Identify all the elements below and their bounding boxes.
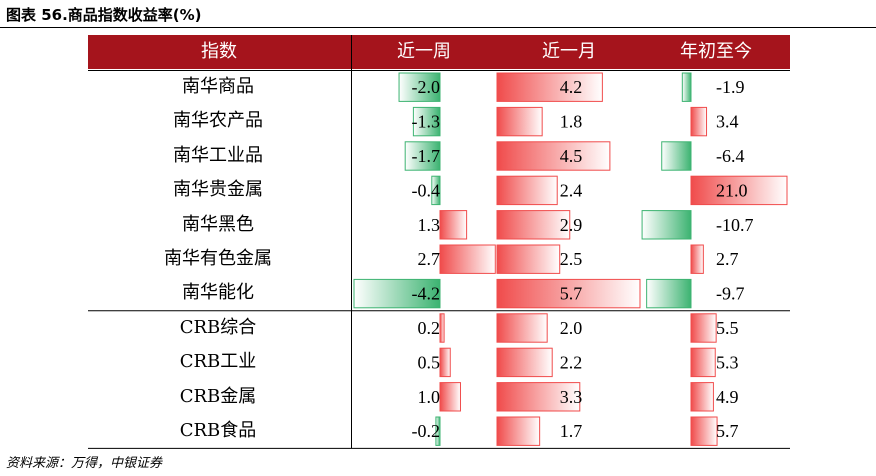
month-bar xyxy=(496,141,611,171)
ytd-value: -1.9 xyxy=(716,77,745,97)
ytd-value: 3.4 xyxy=(716,112,739,132)
week-value: -0.4 xyxy=(412,180,441,200)
week-bar xyxy=(353,278,441,309)
ytd-bar xyxy=(690,175,788,206)
title-rule xyxy=(0,27,876,28)
ytd-bar xyxy=(690,347,716,378)
ytd-bar xyxy=(690,106,708,137)
week-bar xyxy=(439,313,445,343)
chart-title: 图表 56.商品指数收益率(%) xyxy=(6,6,202,24)
week-value: -0.2 xyxy=(412,421,441,441)
header-month: 近一月 xyxy=(542,41,596,62)
row-label: CRB综合 xyxy=(179,316,257,338)
month-value: 1.8 xyxy=(560,112,583,132)
month-value: 2.9 xyxy=(560,215,583,235)
ytd-bar xyxy=(690,244,704,274)
week-bar xyxy=(439,347,451,378)
week-value: -1.3 xyxy=(412,112,441,132)
ytd-value: 5.7 xyxy=(716,421,739,441)
week-bar xyxy=(404,141,441,171)
header-ytd: 年初至今 xyxy=(680,41,752,62)
row-label: CRB食品 xyxy=(179,420,257,441)
source-note: 资料来源：万得，中银证券 xyxy=(6,456,163,471)
month-bar xyxy=(496,278,641,309)
ytd-value: 5.3 xyxy=(716,352,739,372)
week-value: -2.0 xyxy=(412,77,441,97)
month-value: 4.2 xyxy=(560,77,583,97)
month-value: 2.0 xyxy=(560,318,583,338)
month-bar xyxy=(496,313,548,343)
week-value: 2.7 xyxy=(418,249,441,269)
month-value: 1.7 xyxy=(560,421,583,441)
row-label: 南华有色金属 xyxy=(164,248,272,269)
row-label: CRB金属 xyxy=(179,385,257,407)
month-bar xyxy=(496,175,558,206)
week-value: -1.7 xyxy=(412,146,441,166)
month-value: 2.2 xyxy=(560,352,583,372)
ytd-bar xyxy=(681,72,692,102)
week-value: 1.0 xyxy=(418,387,441,407)
row-label: 南华农产品 xyxy=(173,110,263,132)
ytd-value: 2.7 xyxy=(716,249,739,269)
ytd-value: 21.0 xyxy=(716,180,748,200)
month-bar xyxy=(496,210,571,240)
ytd-value: -9.7 xyxy=(716,284,745,304)
row-label: CRB工业 xyxy=(179,351,257,373)
ytd-value: 5.5 xyxy=(716,318,739,338)
ytd-bar xyxy=(690,382,714,412)
header-index: 指数 xyxy=(201,41,237,62)
header-bar xyxy=(88,35,790,69)
month-value: 4.5 xyxy=(560,146,583,166)
ytd-bar xyxy=(661,141,692,171)
month-bar xyxy=(496,416,541,446)
ytd-value: 4.9 xyxy=(716,387,739,407)
week-value: 0.5 xyxy=(418,352,441,372)
ytd-bar xyxy=(690,313,717,343)
row-label: 南华能化 xyxy=(182,282,254,304)
header-week: 近一周 xyxy=(397,41,451,62)
month-bar xyxy=(496,382,581,412)
ytd-bar xyxy=(690,416,718,446)
month-value: 2.4 xyxy=(560,180,583,200)
month-bar xyxy=(496,72,603,102)
ytd-value: -6.4 xyxy=(716,146,745,166)
week-bar xyxy=(439,244,496,274)
ytd-bar xyxy=(646,278,692,309)
month-value: 3.3 xyxy=(560,387,583,407)
row-label: 南华贵金属 xyxy=(173,179,263,201)
row-label: 南华工业品 xyxy=(173,144,263,166)
month-bar xyxy=(496,244,561,274)
month-value: 5.7 xyxy=(560,284,583,304)
ytd-bar xyxy=(641,210,692,240)
week-value: 0.2 xyxy=(418,318,441,338)
ytd-value: -10.7 xyxy=(716,215,754,235)
month-bar xyxy=(496,347,553,378)
week-bar xyxy=(439,382,461,412)
week-bar xyxy=(398,72,441,102)
week-value: 1.3 xyxy=(418,215,441,235)
week-bar xyxy=(439,210,468,240)
row-label: 南华商品 xyxy=(182,76,254,97)
week-value: -4.2 xyxy=(412,284,441,304)
month-value: 2.5 xyxy=(560,249,583,269)
month-bar xyxy=(496,106,543,137)
row-label: 南华黑色 xyxy=(182,213,254,235)
week-bar xyxy=(435,416,441,446)
week-bar xyxy=(412,106,441,137)
week-bar xyxy=(431,175,441,206)
